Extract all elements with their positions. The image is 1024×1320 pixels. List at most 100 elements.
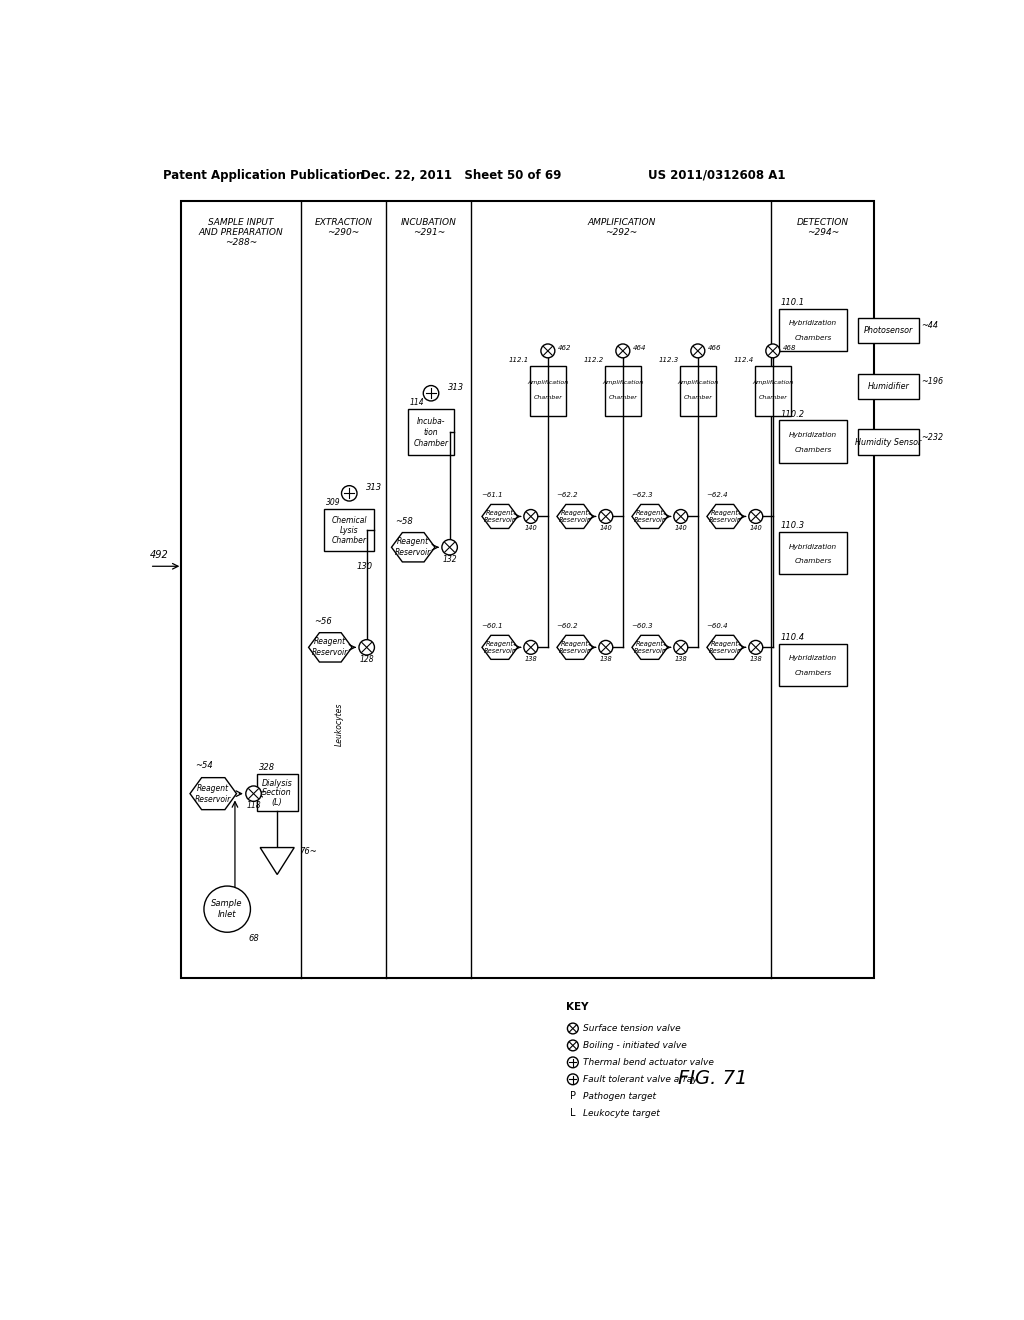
- Text: US 2011/0312608 A1: US 2011/0312608 A1: [648, 169, 785, 182]
- Text: 112.3: 112.3: [658, 358, 679, 363]
- Text: DETECTION
~294~: DETECTION ~294~: [797, 218, 849, 238]
- Text: Section: Section: [262, 788, 292, 797]
- Text: Pathogen target: Pathogen target: [583, 1092, 656, 1101]
- Text: Reservoir: Reservoir: [559, 517, 591, 523]
- FancyBboxPatch shape: [858, 374, 919, 400]
- Text: Dialysis: Dialysis: [262, 780, 293, 788]
- Polygon shape: [632, 504, 668, 528]
- Text: Chambers: Chambers: [795, 671, 831, 676]
- Text: 76~: 76~: [299, 847, 316, 855]
- Circle shape: [674, 640, 688, 655]
- Text: Reagent: Reagent: [636, 510, 664, 516]
- Text: 110.4: 110.4: [780, 632, 805, 642]
- Text: ~44: ~44: [922, 321, 939, 330]
- Text: Reagent: Reagent: [561, 510, 589, 516]
- Polygon shape: [260, 847, 294, 875]
- Text: Hybridization: Hybridization: [790, 432, 838, 438]
- Text: Chamber: Chamber: [759, 395, 787, 400]
- Text: ~62.2: ~62.2: [556, 492, 578, 498]
- Text: 492: 492: [150, 550, 168, 561]
- Circle shape: [204, 886, 251, 932]
- Text: Reagent: Reagent: [711, 510, 738, 516]
- Text: Boiling - initiated valve: Boiling - initiated valve: [583, 1041, 687, 1049]
- Text: 138: 138: [599, 656, 612, 661]
- Text: ~56: ~56: [313, 618, 332, 627]
- Circle shape: [599, 640, 612, 655]
- Circle shape: [359, 640, 375, 655]
- Text: 313: 313: [367, 483, 382, 491]
- Text: Chamber: Chamber: [534, 395, 562, 400]
- FancyBboxPatch shape: [680, 367, 716, 416]
- Text: 112.1: 112.1: [508, 358, 528, 363]
- Text: ~60.1: ~60.1: [481, 623, 503, 628]
- Text: Lysis: Lysis: [340, 527, 358, 536]
- Text: L: L: [570, 1109, 575, 1118]
- Text: 112.2: 112.2: [584, 358, 603, 363]
- Text: Chambers: Chambers: [795, 558, 831, 565]
- Text: Amplification: Amplification: [527, 380, 568, 385]
- Text: Reservoir: Reservoir: [709, 648, 740, 655]
- Text: ~60.4: ~60.4: [707, 623, 728, 628]
- Text: Reservoir: Reservoir: [484, 648, 516, 655]
- Circle shape: [567, 1023, 579, 1034]
- Text: Humidity Sensor: Humidity Sensor: [855, 438, 922, 446]
- Circle shape: [524, 640, 538, 655]
- Text: ~58: ~58: [395, 517, 413, 527]
- Text: Reservoir: Reservoir: [634, 648, 666, 655]
- Text: Amplification: Amplification: [677, 380, 719, 385]
- Text: Reagent: Reagent: [198, 784, 229, 793]
- Circle shape: [599, 510, 612, 524]
- Circle shape: [442, 540, 458, 554]
- FancyBboxPatch shape: [408, 409, 455, 455]
- Text: 68: 68: [249, 935, 260, 942]
- Polygon shape: [391, 532, 435, 562]
- Polygon shape: [308, 632, 352, 663]
- Text: Leukocytes: Leukocytes: [335, 702, 344, 746]
- Text: 138: 138: [675, 656, 687, 661]
- Text: Photosensor: Photosensor: [863, 326, 913, 335]
- Text: 114: 114: [410, 399, 424, 407]
- Text: ~54: ~54: [196, 760, 213, 770]
- Polygon shape: [707, 504, 742, 528]
- FancyBboxPatch shape: [779, 420, 847, 462]
- Circle shape: [749, 510, 763, 524]
- Text: Hybridization: Hybridization: [790, 321, 838, 326]
- Text: Surface tension valve: Surface tension valve: [583, 1024, 681, 1034]
- Text: ~60.2: ~60.2: [556, 623, 578, 628]
- Text: (L): (L): [271, 799, 283, 807]
- Circle shape: [246, 785, 261, 801]
- Text: Thermal bend actuator valve: Thermal bend actuator valve: [583, 1057, 714, 1067]
- Text: 110.3: 110.3: [780, 521, 805, 531]
- Circle shape: [615, 345, 630, 358]
- Text: Patent Application Publication: Patent Application Publication: [163, 169, 365, 182]
- Text: Inlet: Inlet: [218, 909, 237, 919]
- Text: Amplification: Amplification: [602, 380, 643, 385]
- Text: 128: 128: [359, 655, 374, 664]
- Text: SAMPLE INPUT
AND PREPARATION
~288~: SAMPLE INPUT AND PREPARATION ~288~: [199, 218, 284, 247]
- Polygon shape: [482, 635, 518, 660]
- Text: Reagent: Reagent: [485, 510, 514, 516]
- Text: Reagent: Reagent: [314, 638, 346, 647]
- Polygon shape: [190, 777, 237, 809]
- FancyBboxPatch shape: [858, 318, 919, 343]
- Circle shape: [567, 1074, 579, 1085]
- FancyBboxPatch shape: [324, 508, 375, 552]
- Text: Leukocyte target: Leukocyte target: [583, 1109, 659, 1118]
- Text: Reservoir: Reservoir: [709, 517, 740, 523]
- Text: Dec. 22, 2011   Sheet 50 of 69: Dec. 22, 2011 Sheet 50 of 69: [361, 169, 561, 182]
- Text: Hybridization: Hybridization: [790, 544, 838, 549]
- Text: ~62.4: ~62.4: [707, 492, 728, 498]
- Circle shape: [749, 640, 763, 655]
- Text: KEY: KEY: [566, 1002, 589, 1012]
- Text: AMPLIFICATION
~292~: AMPLIFICATION ~292~: [587, 218, 655, 238]
- FancyBboxPatch shape: [755, 367, 791, 416]
- FancyBboxPatch shape: [779, 532, 847, 574]
- Text: 140: 140: [524, 525, 538, 531]
- Text: 138: 138: [750, 656, 762, 661]
- Circle shape: [524, 510, 538, 524]
- Circle shape: [691, 345, 705, 358]
- Text: ~62.3: ~62.3: [631, 492, 653, 498]
- Circle shape: [342, 486, 357, 502]
- Text: 309: 309: [326, 498, 340, 507]
- Text: 466: 466: [708, 345, 721, 351]
